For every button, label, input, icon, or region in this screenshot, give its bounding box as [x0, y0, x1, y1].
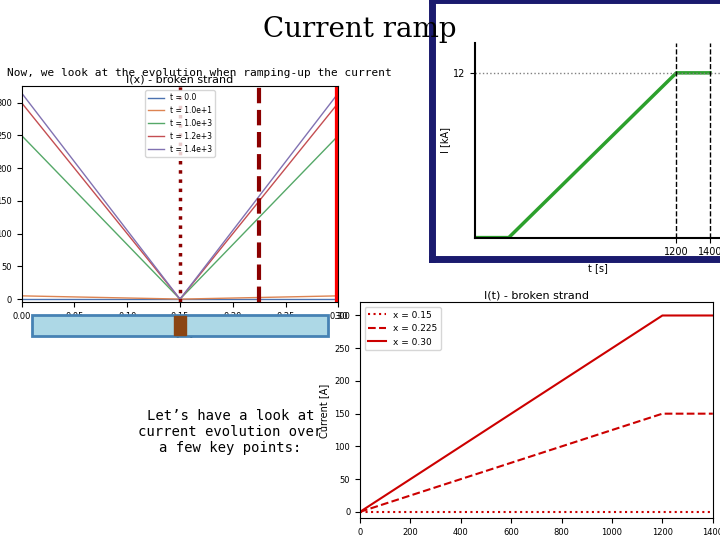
x = 0.15	[564, 509, 572, 515]
Text: Current ramp: Current ramp	[264, 16, 456, 43]
t = 1.4e+3	[76, 167, 85, 173]
x = 0.15	[450, 509, 459, 515]
Bar	[174, 316, 186, 335]
Line: t = 1.2e+3: t = 1.2e+3	[22, 103, 338, 299]
x = 0.225	[450, 478, 459, 484]
t = 1.4e+3	[30, 106, 39, 113]
t = 1.2e+3	[102, 205, 111, 211]
t = 1.2e+3	[17, 99, 26, 106]
x = 0.15	[356, 509, 364, 515]
x = 0.225	[356, 509, 364, 515]
Y-axis label: I [kA]: I [kA]	[441, 127, 450, 153]
t = 1.0e+3	[76, 193, 85, 200]
Line: t = 1.0e+1: t = 1.0e+1	[22, 296, 338, 299]
t = 1.0e+3	[102, 220, 111, 226]
Bar	[32, 315, 328, 336]
t = 1.0e+1	[37, 293, 45, 300]
Text: Let’s have a look at
current evolution over
a few key points:: Let’s have a look at current evolution o…	[138, 409, 323, 455]
x = 0.15	[518, 509, 527, 515]
Line: x = 0.225: x = 0.225	[360, 414, 713, 512]
x = 0.30	[694, 312, 703, 319]
X-axis label: t [s]: t [s]	[588, 263, 608, 273]
t = 1.0e+1	[334, 293, 343, 299]
X-axis label: x [m]: x [m]	[167, 327, 193, 336]
x = 0.225	[694, 410, 703, 417]
t = 1.2e+3	[176, 296, 184, 302]
t = 1.4e+3	[320, 109, 328, 115]
x = 0.30	[356, 509, 364, 515]
t = 1.0e+3	[17, 132, 26, 139]
t = 1.0e+1	[17, 293, 26, 299]
t = 1.0e+3	[176, 296, 184, 302]
x = 0.30	[708, 312, 717, 319]
x = 0.225	[518, 456, 527, 462]
Title: I(x) - broken strand: I(x) - broken strand	[127, 74, 233, 84]
Y-axis label: Current [A]: Current [A]	[319, 383, 329, 437]
x = 0.30	[518, 403, 527, 409]
t = 1.4e+3	[176, 296, 184, 302]
t = 1.2e+3	[37, 123, 45, 130]
t = 1.0e+3	[334, 132, 343, 139]
x = 0.30	[564, 373, 572, 380]
t = 1.2e+3	[334, 99, 343, 106]
x = 0.225	[708, 410, 717, 417]
t = 1.0e+1	[320, 293, 328, 299]
t = 1.2e+3	[76, 173, 85, 179]
x = 0.15	[703, 509, 712, 515]
Legend: x = 0.15, x = 0.225, x = 0.30: x = 0.15, x = 0.225, x = 0.30	[364, 307, 441, 350]
x = 0.30	[704, 312, 713, 319]
x = 0.15	[693, 509, 702, 515]
t = 1.0e+3	[37, 152, 45, 159]
x = 0.30	[450, 448, 459, 454]
Line: t = 1.0e+3: t = 1.0e+3	[22, 136, 338, 299]
t = 1.0e+3	[320, 147, 328, 153]
t = 1.0e+1	[30, 293, 39, 299]
t = 1.4e+3	[308, 123, 317, 130]
t = 1.4e+3	[102, 200, 111, 207]
x = 0.30	[658, 312, 667, 319]
x = 0.225	[544, 448, 552, 454]
Line: x = 0.30: x = 0.30	[360, 315, 713, 512]
x = 0.225	[658, 410, 667, 417]
t = 1.0e+3	[30, 145, 39, 152]
x = 0.30	[544, 387, 552, 393]
x = 0.225	[704, 410, 713, 417]
Text: Now, we look at the evolution when ramping-up the current: Now, we look at the evolution when rampi…	[7, 68, 392, 78]
t = 1.2e+3	[320, 117, 328, 124]
Legend: t = 0.0, t = 1.0e+1, t = 1.0e+3, t = 1.2e+3, t = 1.4e+3: t = 0.0, t = 1.0e+1, t = 1.0e+3, t = 1.2…	[145, 90, 215, 157]
Line: t = 1.4e+3: t = 1.4e+3	[22, 93, 338, 299]
x = 0.225	[564, 441, 572, 448]
t = 1.0e+3	[308, 159, 317, 165]
t = 1.0e+1	[176, 296, 184, 302]
t = 1.2e+3	[308, 131, 317, 138]
t = 1.4e+3	[334, 90, 343, 96]
t = 1.4e+3	[17, 90, 26, 96]
t = 1.0e+1	[76, 294, 85, 300]
t = 1.2e+3	[30, 116, 39, 122]
t = 1.0e+1	[102, 294, 111, 301]
x = 0.15	[544, 509, 552, 515]
t = 1.0e+1	[308, 293, 317, 300]
Title: I(t) - broken strand: I(t) - broken strand	[484, 290, 589, 300]
t = 1.4e+3	[37, 114, 45, 121]
x = 0.15	[708, 509, 717, 515]
